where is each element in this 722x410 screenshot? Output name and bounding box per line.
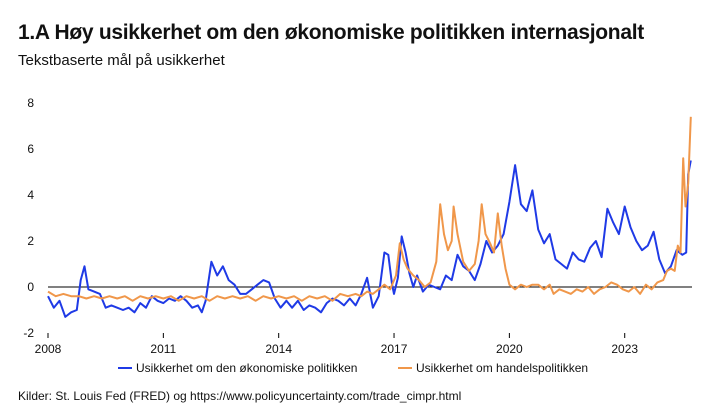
x-tick-label: 2020	[496, 342, 523, 356]
source-note: Kilder: St. Louis Fed (FRED) og https://…	[18, 389, 462, 403]
legend-label: Usikkerhet om den økonomiske politikken	[136, 361, 357, 375]
y-tick-label: -2	[23, 326, 34, 340]
legend-label: Usikkerhet om handelspolitikken	[416, 361, 588, 375]
y-tick-label: 4	[27, 188, 34, 202]
x-tick-label: 2011	[150, 342, 176, 356]
series-line-econ	[47, 160, 692, 318]
series-line-trade	[47, 116, 692, 302]
x-tick-label: 2023	[611, 342, 638, 356]
y-tick-label: 0	[27, 280, 34, 294]
legend: Usikkerhet om den økonomiske politikken U…	[118, 361, 588, 375]
x-tick-label: 2014	[265, 342, 292, 356]
y-tick-label: 6	[27, 142, 34, 156]
y-axis-ticks: 8 6 4 2 0 -2	[23, 96, 34, 340]
chart-title: 1.A Høy usikkerhet om den økonomiske pol…	[18, 21, 644, 44]
x-tick-label: 2017	[381, 342, 408, 356]
y-tick-label: 8	[27, 96, 34, 110]
x-tick-label: 2008	[35, 342, 62, 356]
chart-subtitle: Tekstbaserte mål på usikkerhet	[18, 52, 225, 69]
series-layer	[47, 116, 692, 318]
x-axis-ticks: 2008 2011 2014 2017 2020 2023	[35, 333, 638, 356]
y-tick-label: 2	[27, 234, 34, 248]
